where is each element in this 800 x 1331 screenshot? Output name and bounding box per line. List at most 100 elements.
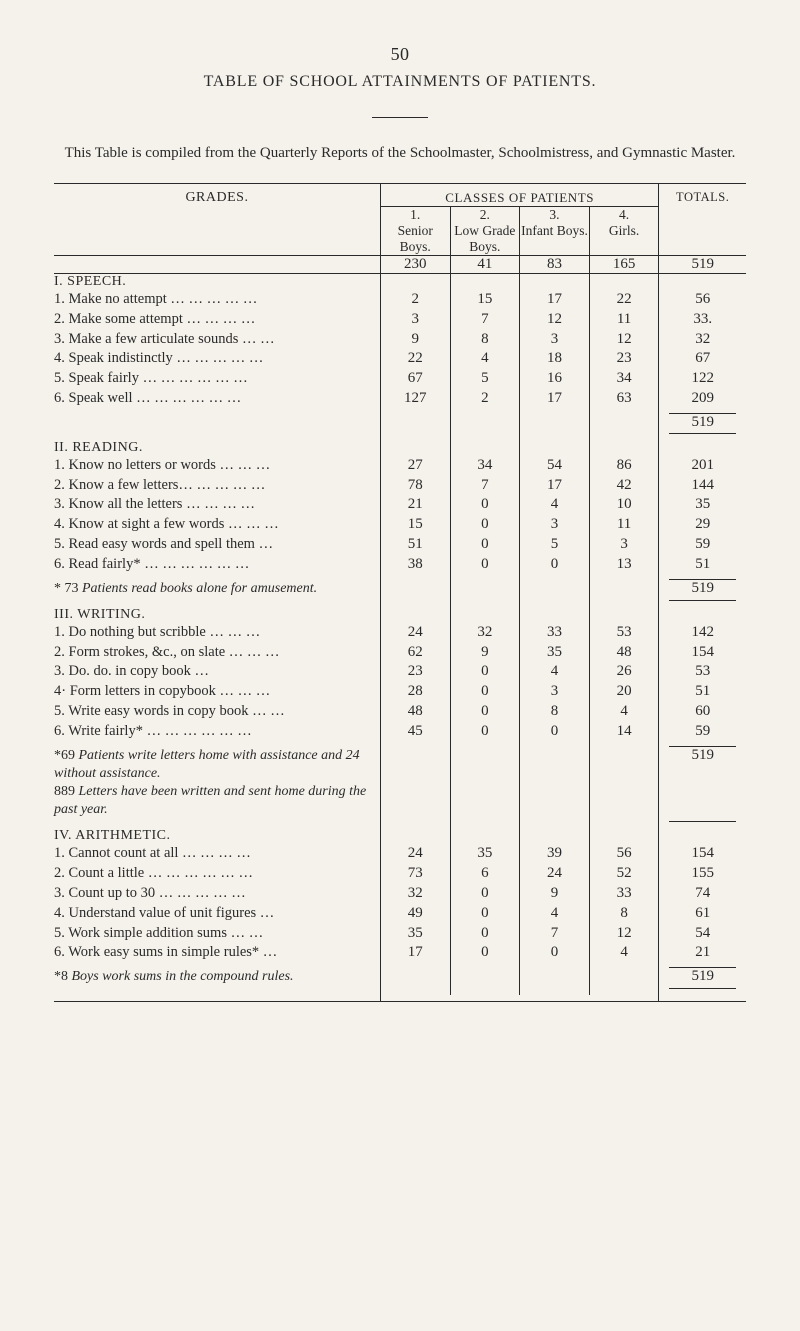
cell: 54 [659,924,746,944]
table-row: 2. Form strokes, &c., on slate … … …6293… [54,643,746,663]
cell: 0 [520,722,590,742]
table-row: 3. Know all the letters … … … …21041035 [54,495,746,515]
section-total: 519 [659,580,746,598]
cell: 142 [659,623,746,643]
section-total-cell [659,440,746,456]
cell: 48 [380,702,450,722]
header-col-2: 2.Low Grade Boys. [450,207,520,256]
cell: 54 [520,456,590,476]
cell: 52 [589,864,659,884]
table-row: 2. Count a little … … … … … …7362452155 [54,864,746,884]
cell: 3 [520,330,590,350]
cell: 35 [380,924,450,944]
table-row: 3. Make a few articulate sounds … …98312… [54,330,746,350]
cell: 24 [380,844,450,864]
section-total: 519 [659,747,746,783]
table-row: 6. Write fairly* … … … … … …45001459 [54,722,746,742]
table-row: 1. Make no attempt … … … … …215172256 [54,290,746,310]
cell: 49 [380,904,450,924]
cell: 5 [520,535,590,555]
row-label: 6. Speak well … … … … … … [54,389,380,409]
cell: 73 [380,864,450,884]
cell: 0 [520,555,590,575]
row-label: 1. Do nothing but scribble … … … [54,623,380,643]
cell: 60 [659,702,746,722]
page: 50 TABLE OF SCHOOL ATTAINMENTS OF PATIEN… [0,0,800,1331]
cell: 9 [450,643,520,663]
cell: 14 [589,722,659,742]
section-heading: IV. ARITHMETIC. [54,828,380,844]
cell: 26 [589,662,659,682]
cell: 7 [450,310,520,330]
cell: 15 [450,290,520,310]
table-row: 6. Speak well … … … … … …12721763209 [54,389,746,409]
row-label: 1. Know no letters or words … … … [54,456,380,476]
cell: 3 [589,535,659,555]
cell: 0 [450,904,520,924]
cell: 7 [520,924,590,944]
cell: 21 [659,943,746,963]
cell: 8 [520,702,590,722]
cell: 0 [450,884,520,904]
page-title: TABLE OF SCHOOL ATTAINMENTS OF PATIENTS. [54,73,746,91]
header-col-4: 4.Girls. [589,207,659,256]
cell: 6 [450,864,520,884]
row-label: 1. Cannot count at all … … … … [54,844,380,864]
row-label: 4. Speak indistinctly … … … … … [54,349,380,369]
row-label: 5. Speak fairly … … … … … … [54,369,380,389]
cell: 7 [450,476,520,496]
cell: 86 [589,456,659,476]
cell: 33 [520,623,590,643]
cell: 51 [659,682,746,702]
section-note: 889 Letters have been written and sent h… [54,783,380,819]
cell: 0 [450,702,520,722]
attainments-table: GRADES. CLASSES OF PATIENTS TOTALS. 1.Se… [54,183,746,1003]
cell: 24 [380,623,450,643]
cell: 56 [589,844,659,864]
table-row: 3. Do. do. in copy book …23042653 [54,662,746,682]
header-totals: TOTALS. [659,190,746,256]
cell: 17 [520,290,590,310]
cell: 3 [520,515,590,535]
cell: 17 [380,943,450,963]
cell: 17 [520,476,590,496]
cell: 28 [380,682,450,702]
row-label: 6. Work easy sums in simple rules* … [54,943,380,963]
cell: 32 [380,884,450,904]
cell: 20 [589,682,659,702]
cell: 59 [659,535,746,555]
coltotal: 519 [659,256,746,274]
cell: 4 [520,495,590,515]
cell: 10 [589,495,659,515]
cell: 61 [659,904,746,924]
row-label: 3. Make a few articulate sounds … … [54,330,380,350]
cell: 13 [589,555,659,575]
cell: 0 [450,662,520,682]
cell: 122 [659,369,746,389]
section-total-cell [659,828,746,844]
table-row: 2. Make some attempt … … … …37121133. [54,310,746,330]
coltotal: 165 [589,256,659,274]
section-heading: III. WRITING. [54,607,380,623]
cell: 33 [589,884,659,904]
cell: 4 [450,349,520,369]
table-row: 3. Count up to 30 … … … … …32093374 [54,884,746,904]
cell: 4 [520,662,590,682]
rule [54,1002,746,1003]
cell: 0 [450,943,520,963]
row-label: 5. Work simple addition sums … … [54,924,380,944]
cell: 48 [589,643,659,663]
table-row: 6. Work easy sums in simple rules* …1700… [54,943,746,963]
cell: 0 [450,495,520,515]
cell: 0 [450,682,520,702]
section-heading: II. READING. [54,440,380,456]
coltotal: 83 [520,256,590,274]
cell: 4 [589,943,659,963]
cell: 12 [589,330,659,350]
cell: 63 [589,389,659,409]
row-label: 4. Know at sight a few words … … … [54,515,380,535]
cell: 38 [380,555,450,575]
cell: 59 [659,722,746,742]
table-row: 6. Read fairly* … … … … … …38001351 [54,555,746,575]
table-row: 1. Do nothing but scribble … … …24323353… [54,623,746,643]
